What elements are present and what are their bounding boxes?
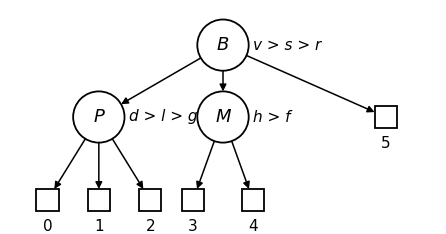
Text: P: P <box>93 108 104 126</box>
Text: 1: 1 <box>94 219 103 234</box>
Text: v > s > r: v > s > r <box>253 38 321 53</box>
Text: 0: 0 <box>43 219 52 234</box>
Text: 4: 4 <box>248 219 258 234</box>
Bar <box>36 189 58 211</box>
Bar <box>242 189 264 211</box>
Ellipse shape <box>73 91 124 143</box>
Bar <box>182 189 204 211</box>
Text: 2: 2 <box>145 219 155 234</box>
Text: h > f: h > f <box>253 110 290 124</box>
Bar <box>375 106 397 128</box>
Text: d > l > g: d > l > g <box>129 110 197 124</box>
Text: 5: 5 <box>381 136 391 151</box>
Text: B: B <box>217 36 229 54</box>
Ellipse shape <box>197 19 249 71</box>
Text: 3: 3 <box>188 219 198 234</box>
Text: M: M <box>215 108 231 126</box>
Bar <box>88 189 110 211</box>
Ellipse shape <box>197 91 249 143</box>
Bar <box>139 189 161 211</box>
